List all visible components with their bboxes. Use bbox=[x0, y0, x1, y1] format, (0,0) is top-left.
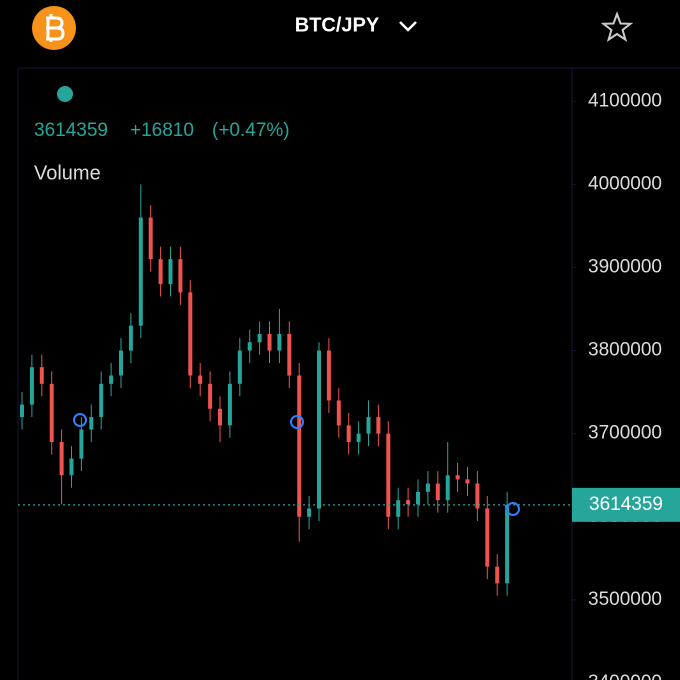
candle-body bbox=[445, 475, 450, 501]
candle-body bbox=[188, 292, 193, 376]
candle-body bbox=[425, 483, 430, 492]
candle-body bbox=[475, 483, 480, 509]
candle-body bbox=[89, 417, 94, 430]
candle-body bbox=[247, 342, 252, 351]
current-price-label: 3614359 bbox=[589, 494, 663, 515]
candle-body bbox=[505, 504, 510, 584]
y-tick-label: 3400000 bbox=[588, 672, 662, 680]
candle-body bbox=[49, 383, 54, 442]
candle-body bbox=[227, 383, 232, 426]
candle-body bbox=[326, 350, 331, 401]
candle-body bbox=[208, 383, 213, 409]
candle-body bbox=[128, 325, 133, 351]
event-marker[interactable] bbox=[73, 413, 87, 427]
pair-title[interactable]: BTC/JPY bbox=[295, 14, 380, 36]
candle-body bbox=[59, 441, 64, 476]
candle-body bbox=[376, 417, 381, 434]
candle-body bbox=[336, 400, 341, 426]
candle-body bbox=[346, 425, 351, 442]
candle-body bbox=[297, 375, 302, 517]
coin-icon-glyph bbox=[46, 14, 65, 42]
indicator-label: Volume bbox=[34, 162, 101, 184]
y-tick-label: 4100000 bbox=[588, 90, 662, 111]
current-price-badge bbox=[572, 487, 680, 522]
legend-dot bbox=[57, 86, 73, 102]
candle-body bbox=[416, 491, 420, 505]
y-tick-label: 3500000 bbox=[588, 589, 662, 610]
candle-body bbox=[119, 350, 123, 376]
candle-body bbox=[218, 408, 222, 426]
candle-body bbox=[198, 375, 203, 384]
coin-icon[interactable] bbox=[32, 6, 76, 50]
legend-change: +16810 bbox=[130, 120, 194, 141]
candle-body bbox=[287, 333, 292, 376]
candle-body bbox=[396, 500, 401, 517]
y-tick-label: 3900000 bbox=[588, 256, 662, 277]
event-marker[interactable] bbox=[290, 415, 304, 429]
candle-body bbox=[356, 433, 361, 442]
candle-body bbox=[465, 479, 470, 484]
candle-body bbox=[237, 350, 242, 384]
y-tick-label: 3800000 bbox=[588, 340, 662, 361]
pair-dropdown[interactable] bbox=[399, 21, 417, 32]
candle-body bbox=[317, 350, 321, 509]
candle-body bbox=[168, 259, 173, 285]
candle-body bbox=[366, 417, 371, 434]
candle-body bbox=[485, 508, 490, 567]
candle-body bbox=[29, 367, 34, 405]
candle-body bbox=[277, 333, 282, 351]
candle-body bbox=[267, 333, 272, 351]
legend-price: 3614359 bbox=[34, 120, 108, 141]
candle-body bbox=[69, 458, 74, 476]
candle-body bbox=[455, 475, 460, 480]
favorite-star[interactable] bbox=[600, 11, 634, 42]
candle-body bbox=[99, 383, 104, 418]
candle-body bbox=[495, 566, 500, 584]
candle-body bbox=[307, 508, 312, 517]
candle-body bbox=[386, 433, 391, 517]
y-tick-label: 4000000 bbox=[588, 173, 662, 194]
candle-body bbox=[435, 483, 440, 501]
plot: 3400000350000036000003700000380000039000… bbox=[18, 90, 680, 680]
candle-body bbox=[148, 217, 153, 260]
candle-body bbox=[406, 500, 411, 505]
candle-body bbox=[109, 375, 114, 384]
y-tick-label: 3700000 bbox=[588, 423, 662, 444]
candle-body bbox=[178, 259, 183, 293]
legend-change-pct: (+0.47%) bbox=[212, 120, 290, 141]
candle-body bbox=[20, 404, 24, 418]
candle-body bbox=[257, 333, 262, 343]
candle-body bbox=[158, 259, 163, 285]
candle-body bbox=[138, 217, 143, 326]
candle-body bbox=[39, 367, 44, 384]
candle-body bbox=[79, 429, 84, 459]
event-marker[interactable] bbox=[506, 502, 520, 516]
